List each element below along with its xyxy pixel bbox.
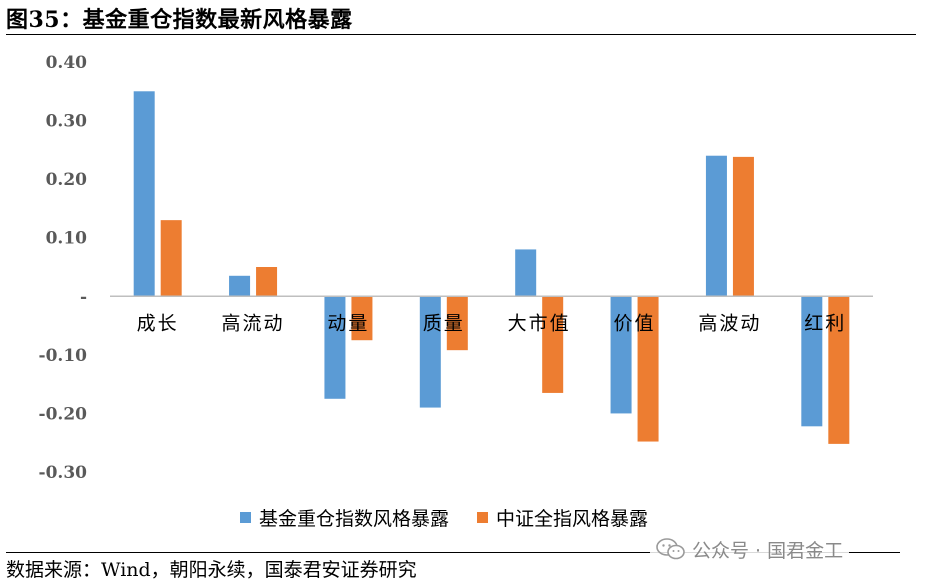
bar-chart: 0.40 0.30 0.20 0.10 - -0.10 -0.20 -0.30 成长 高流动 动量 质… xyxy=(39,53,873,483)
category-label: 成长 xyxy=(137,312,179,334)
y-tick-label: 0.20 xyxy=(46,170,88,190)
bar-series-2 xyxy=(160,220,182,297)
legend-label-series-1: 基金重仓指数风格暴露 xyxy=(259,508,450,530)
legend-item-series-2: 中证全指风格暴露 xyxy=(477,504,648,531)
legend-swatch-series-1 xyxy=(240,512,251,523)
watermark-text: 公众号 · 国君金工 xyxy=(692,539,844,562)
legend-item-series-1: 基金重仓指数风格暴露 xyxy=(240,504,449,531)
y-tick-label: 0.40 xyxy=(46,53,88,73)
watermark: 公众号 · 国君金工 xyxy=(650,535,850,563)
bar-series-2 xyxy=(732,156,754,297)
legend-label-series-2: 中证全指风格暴露 xyxy=(496,508,649,530)
category-label: 高波动 xyxy=(698,312,761,334)
y-tick-label: -0.30 xyxy=(39,463,88,483)
category-label: 红利 xyxy=(804,312,846,334)
wechat-icon xyxy=(656,538,685,560)
bar-series-2 xyxy=(542,296,564,393)
legend: 基金重仓指数风格暴露 中证全指风格暴露 xyxy=(240,504,648,531)
bar-series-1 xyxy=(133,91,155,297)
legend-swatch-series-2 xyxy=(477,512,489,523)
bar-series-2 xyxy=(351,296,373,341)
category-label: 质量 xyxy=(423,312,465,334)
category-label: 动量 xyxy=(327,312,369,334)
y-tick-label: - xyxy=(80,287,87,307)
source-note: 数据来源：Wind，朝阳永续，国泰君安证券研究 xyxy=(6,559,417,581)
top-rule xyxy=(6,34,916,35)
y-tick-label: -0.20 xyxy=(39,404,88,424)
bar-series-2 xyxy=(256,267,278,297)
chart-title: 图35：基金重仓指数最新风格暴露 xyxy=(6,7,353,33)
y-tick-label: -0.10 xyxy=(39,346,88,366)
bar-series-1 xyxy=(705,155,727,297)
bar-series-2 xyxy=(446,296,468,351)
bar-series-2 xyxy=(828,296,850,444)
category-label: 价值 xyxy=(614,312,656,334)
bar-series-1 xyxy=(801,296,823,427)
bar-series-1 xyxy=(419,296,441,408)
bottom-rule xyxy=(6,552,900,553)
bar-series-1 xyxy=(610,296,632,414)
y-tick-label: 0.10 xyxy=(46,229,88,249)
bar-series-1 xyxy=(515,249,537,297)
y-tick-label: 0.30 xyxy=(46,112,88,132)
bar-series-1 xyxy=(324,296,346,399)
bar-series-1 xyxy=(229,275,251,297)
bar-series-2 xyxy=(637,296,659,442)
category-label: 大市值 xyxy=(508,312,571,334)
category-label: 高流动 xyxy=(222,312,285,334)
